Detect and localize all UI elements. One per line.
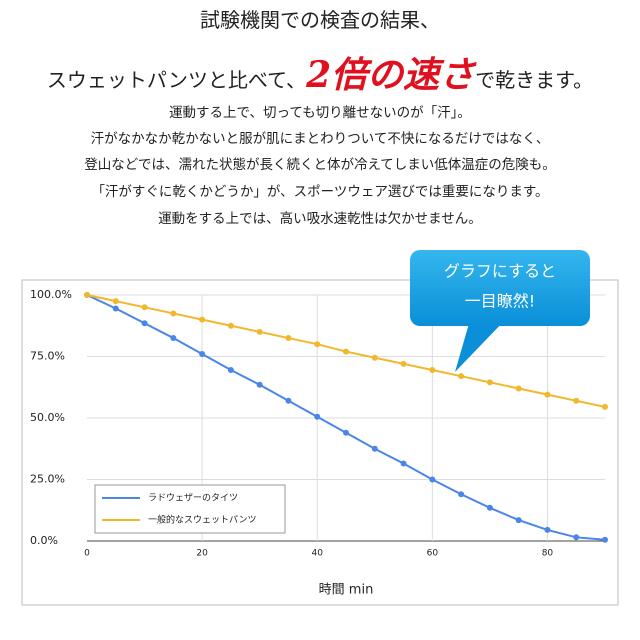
paragraph-line: 汗がなかなか乾かないと服が肌にまとわりついて不快になるだけではなく、: [90, 131, 550, 147]
callout-text: グラフにすると: [444, 262, 556, 281]
x-tick-label: 40: [311, 549, 323, 559]
data-point: [256, 328, 263, 335]
data-point: [199, 351, 206, 358]
x-tick-label: 60: [427, 549, 439, 559]
paragraph-line: 運動する上で、切っても切り離せないのが「汗」。: [169, 105, 471, 121]
callout-tail: [455, 320, 505, 372]
legend-label: 一般的なスウェットパンツ: [148, 514, 256, 526]
y-tick-label: 100.0%: [30, 288, 72, 301]
data-point: [602, 403, 608, 410]
data-point: [515, 385, 522, 392]
paragraph-line: 運動をする上では、高い吸水速乾性は欠かせません。: [158, 211, 482, 227]
data-point: [429, 476, 436, 483]
x-tick-label: 20: [196, 549, 208, 559]
data-point: [458, 491, 465, 498]
data-point: [400, 460, 407, 467]
chart-frame: [21, 279, 619, 606]
y-tick-label: 75.0%: [30, 350, 65, 363]
data-point: [343, 348, 349, 355]
legend: [94, 484, 286, 534]
data-point: [141, 304, 148, 311]
data-point: [486, 504, 493, 511]
headline: 試験機関での検査の結果、: [200, 8, 440, 32]
data-point: [285, 335, 292, 342]
data-point: [199, 316, 206, 323]
data-point: [170, 310, 177, 317]
legend-label: ラドウェザーのタイツ: [148, 493, 238, 504]
data-point: [602, 536, 608, 543]
data-point: [285, 397, 292, 404]
data-point: [112, 305, 119, 312]
paragraph-line: 「汗がすぐに乾くかどうか」が、スポーツウェア選びでは重要になります。: [91, 184, 549, 200]
x-tick-label: 0: [84, 549, 90, 559]
data-point: [112, 298, 119, 305]
data-point: [170, 335, 177, 342]
headline-text: で乾きます。: [475, 68, 594, 92]
y-tick-label: 0.0%: [30, 534, 58, 547]
data-point: [400, 360, 407, 367]
callout-text: 一目瞭然!: [465, 292, 535, 311]
data-point: [371, 445, 378, 452]
data-point: [371, 354, 378, 361]
data-point: [573, 534, 580, 541]
data-point: [227, 367, 234, 374]
data-point: [573, 397, 580, 404]
x-axis-label: 時間 min: [319, 583, 374, 598]
y-tick-label: 50.0%: [30, 411, 65, 424]
data-point: [429, 367, 436, 374]
y-tick-label: 25.0%: [30, 473, 65, 486]
data-point: [141, 320, 148, 327]
callout: [410, 250, 590, 326]
data-point: [458, 373, 465, 380]
data-point: [544, 391, 551, 398]
data-point: [515, 517, 522, 524]
data-point: [256, 381, 263, 388]
data-point: [314, 413, 321, 420]
data-point: [227, 322, 234, 329]
headline: スウェットパンツと比べて、2倍の速さで乾きます。: [0, 46, 640, 98]
x-tick-label: 80: [542, 549, 554, 559]
data-point: [314, 341, 321, 348]
headline-text: スウェットパンツと比べて、: [46, 68, 307, 92]
emphasis: 2倍の速さ: [306, 54, 476, 96]
data-point: [544, 526, 551, 533]
paragraph-line: 登山などでは、濡れた状態が長く続くと体が冷えてしまい低体温症の危険も。: [84, 157, 556, 173]
data-point: [84, 292, 90, 298]
data-point: [486, 379, 493, 386]
data-point: [343, 429, 349, 436]
